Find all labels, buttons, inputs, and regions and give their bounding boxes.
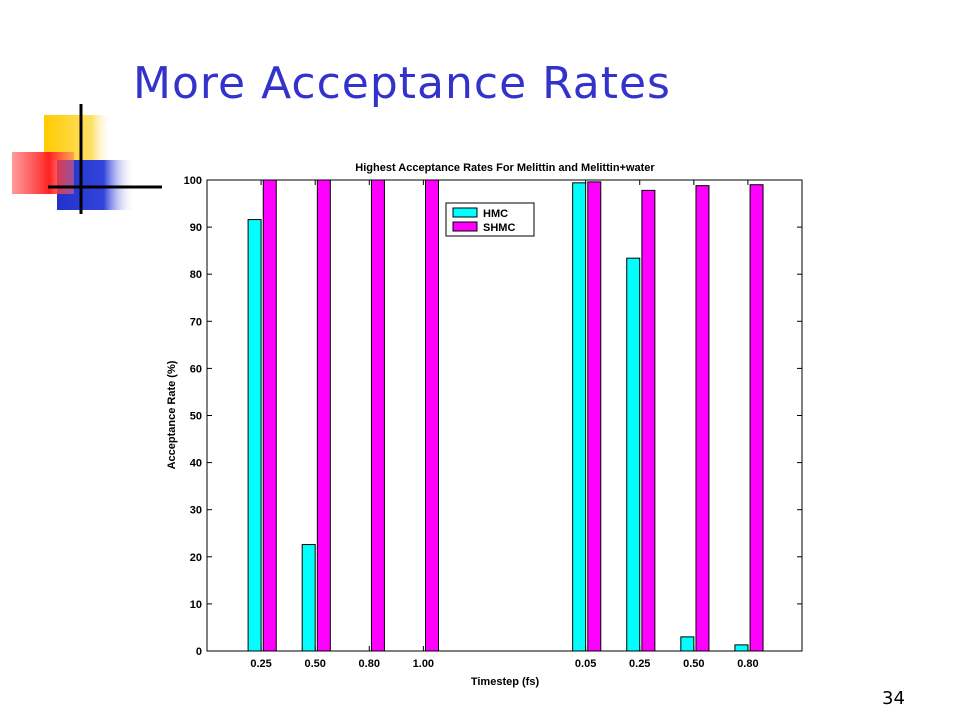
x-tick-label: 0.25 [250, 658, 271, 670]
x-tick-label: 0.80 [359, 658, 380, 670]
legend-label-hmc: HMC [483, 208, 508, 220]
bar-shmc [262, 179, 277, 652]
bar-shmc [749, 184, 764, 652]
plot-area: 0 10 20 30 40 50 60 70 80 90 100 0.25 0.50 0.80 1.00 0.… [184, 175, 803, 670]
y-tick-label: 60 [190, 363, 202, 375]
y-tick-label: 90 [190, 222, 202, 234]
x-tick-label: 0.25 [629, 658, 650, 670]
bar-shmc [641, 189, 656, 652]
y-tick-label: 30 [190, 505, 202, 517]
x-tick-label: 0.50 [683, 658, 704, 670]
y-axis-label: Acceptance Rate (%) [166, 360, 178, 469]
chart-title: Highest Acceptance Rates For Melittin an… [355, 162, 655, 174]
bar-hmc [734, 644, 749, 652]
legend-swatch-hmc [452, 207, 478, 218]
x-tick-label: 0.80 [737, 658, 758, 670]
bar-shmc [587, 181, 602, 652]
bar-shmc [370, 179, 385, 652]
x-tick-label: 0.50 [304, 658, 325, 670]
x-axis-label: Timestep (fs) [471, 676, 540, 688]
page-number: 34 [882, 688, 905, 709]
y-tick-label: 0 [196, 646, 202, 658]
bar-hmc [572, 182, 587, 652]
bar-shmc [425, 179, 440, 652]
bar-hmc [626, 257, 641, 652]
y-tick-label: 20 [190, 552, 202, 564]
y-tick-label: 50 [190, 411, 202, 423]
y-tick-label: 40 [190, 458, 202, 470]
bar-hmc [301, 544, 316, 652]
bar-hmc [247, 219, 262, 652]
slide-decoration [12, 104, 162, 214]
slide-title: More Acceptance Rates [133, 58, 671, 109]
y-tick-label: 70 [190, 316, 202, 328]
plot-frame [206, 179, 803, 652]
legend-swatch-shmc [452, 221, 478, 232]
chart-legend: HMC SHMC [445, 202, 535, 237]
x-tick-label: 0.05 [575, 658, 596, 670]
bar-shmc [695, 185, 710, 652]
bar-shmc [316, 179, 331, 652]
x-tick-label: 1.00 [413, 658, 434, 670]
bar-hmc [680, 636, 695, 652]
legend-label-shmc: SHMC [483, 222, 515, 234]
y-tick-label: 80 [190, 269, 202, 281]
y-tick-label: 100 [184, 175, 202, 187]
y-tick-label: 10 [190, 599, 202, 611]
